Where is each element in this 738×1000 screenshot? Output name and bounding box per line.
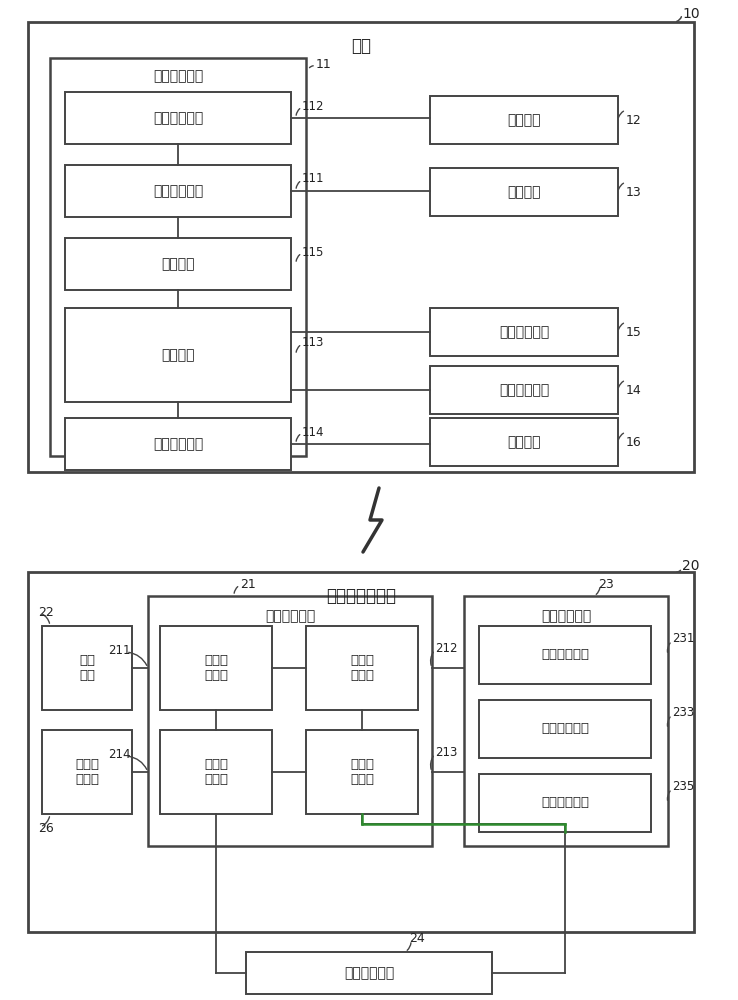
Text: 第一稳流模块: 第一稳流模块 [153,111,203,125]
Text: 第二稳
流模块: 第二稳 流模块 [350,654,374,682]
Bar [430,418,618,466]
Text: 免电源智能鑰匙: 免电源智能鑰匙 [326,587,396,605]
Text: 20: 20 [682,559,700,573]
Text: 第一控制模组: 第一控制模组 [153,69,203,83]
Text: 22: 22 [38,605,54,618]
Text: 发光控制模块: 发光控制模块 [153,437,203,451]
Text: 指纹识别模组: 指纹识别模组 [541,609,591,623]
Bar [306,626,418,710]
Text: 23: 23 [598,578,614,590]
Text: 发射线圈: 发射线圈 [507,185,541,199]
Bar [479,626,651,684]
Bar [479,700,651,758]
Bar [50,58,306,456]
Bar [42,730,132,814]
Bar [430,308,618,356]
Text: 14: 14 [626,383,642,396]
Text: 16: 16 [626,436,642,448]
Text: 信息传输模块: 信息传输模块 [541,796,589,810]
Text: 指纹采集模块: 指纹采集模块 [541,648,589,662]
Bar [430,366,618,414]
Text: 112: 112 [302,100,325,112]
Text: 233: 233 [672,706,694,720]
Text: 12: 12 [626,113,642,126]
Text: 231: 231 [672,633,694,646]
Bar [28,22,694,472]
Bar [160,626,272,710]
Bar [28,572,694,932]
Text: 213: 213 [435,746,458,758]
Text: 解锁模块: 解锁模块 [161,257,195,271]
Text: 第二存储单元: 第二存储单元 [344,966,394,980]
Text: 212: 212 [435,642,458,654]
Bar [306,730,418,814]
Text: 电源单元: 电源单元 [507,113,541,127]
Text: 115: 115 [302,245,325,258]
Text: 114: 114 [302,426,325,438]
Text: 验证模块: 验证模块 [161,348,195,362]
Text: 信息发
送模块: 信息发 送模块 [204,758,228,786]
Text: 26: 26 [38,822,54,834]
Text: 113: 113 [302,336,325,350]
Bar [65,238,291,290]
Text: 第二控制模组: 第二控制模组 [265,609,315,623]
Text: 235: 235 [672,780,694,794]
Bar [160,730,272,814]
Text: 发光单元: 发光单元 [507,435,541,449]
Text: 门禁: 门禁 [351,37,371,55]
Text: 211: 211 [108,644,131,656]
Bar [65,418,291,470]
Text: 10: 10 [682,7,700,21]
Bar [246,952,492,994]
Text: 电流发送模块: 电流发送模块 [153,184,203,198]
Text: 111: 111 [302,172,325,186]
Text: 214: 214 [108,748,131,760]
Bar [148,596,432,846]
Text: 无线发
射单元: 无线发 射单元 [75,758,99,786]
Text: 21: 21 [240,578,256,590]
Text: 无线接收单元: 无线接收单元 [499,325,549,339]
Text: 接收
线圈: 接收 线圈 [79,654,95,682]
Text: 15: 15 [626,326,642,338]
Bar [42,626,132,710]
Bar [65,92,291,144]
Text: 信息转换模块: 信息转换模块 [541,722,589,736]
Text: 第一存储单元: 第一存储单元 [499,383,549,397]
Bar [464,596,668,846]
Text: 11: 11 [316,57,332,70]
Text: 24: 24 [409,932,425,944]
Text: 电流接
收模块: 电流接 收模块 [204,654,228,682]
Bar [430,96,618,144]
Text: 13: 13 [626,186,642,198]
Bar [65,308,291,402]
Text: 电流转
换模块: 电流转 换模块 [350,758,374,786]
Bar [65,165,291,217]
Bar [430,168,618,216]
Bar [479,774,651,832]
